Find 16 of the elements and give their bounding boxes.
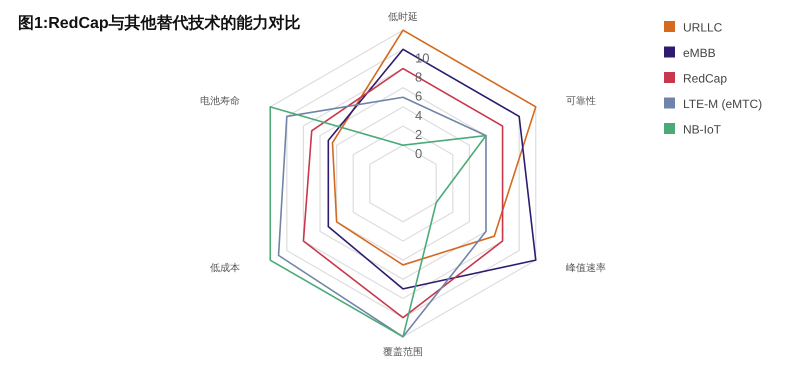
spoke-label: 可靠性	[566, 94, 596, 107]
y-tick-label: 0	[415, 146, 422, 162]
spoke-label: 电池寿命	[200, 94, 240, 107]
spoke-label: 低成本	[210, 262, 240, 274]
legend-label: RedCap	[683, 72, 728, 86]
spoke-label: 峰值速率	[566, 262, 606, 274]
y-tick-label: 2	[415, 127, 422, 142]
y-tick-label: 6	[415, 88, 422, 104]
legend-label: NB-IoT	[683, 122, 722, 136]
legend-label: URLLC	[683, 20, 723, 34]
spoke-label: 覆盖范围	[383, 346, 423, 358]
chart-title: 图1:RedCap与其他替代技术的能力对比	[18, 14, 301, 32]
spoke-label: 低时延	[388, 11, 418, 24]
legend-label: eMBB	[683, 46, 716, 60]
legend-label: LTE-M (eMTC)	[683, 97, 762, 111]
y-tick-label: 4	[415, 108, 422, 123]
